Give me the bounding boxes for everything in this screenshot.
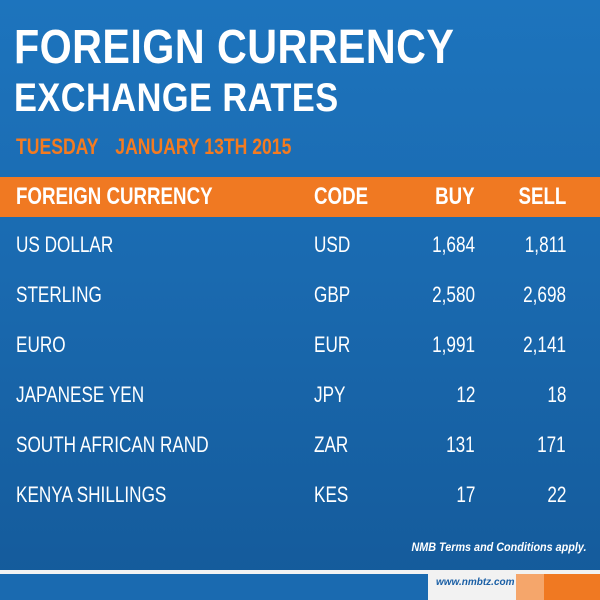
footer-blue-stripe	[0, 574, 428, 600]
buy-rate: 1,684	[432, 232, 475, 257]
table-row: JAPANESE YEN JPY 12 18	[0, 378, 600, 428]
table-row: SOUTH AFRICAN RAND ZAR 131 171	[0, 428, 600, 478]
currency-name: SOUTH AFRICAN RAND	[16, 432, 209, 457]
title-line-2: EXCHANGE RATES	[14, 76, 339, 120]
header-buy: BUY	[435, 183, 475, 210]
title-line-1: FOREIGN CURRENCY	[14, 21, 455, 74]
currency-code: ZAR	[314, 432, 349, 457]
sell-rate: 2,141	[523, 332, 566, 357]
currency-name: STERLING	[16, 282, 102, 307]
table-row: KENYA SHILLINGS KES 17 22	[0, 478, 600, 528]
sell-rate: 2,698	[523, 282, 566, 307]
footer-bar: www.nmbtz.com	[0, 570, 600, 600]
currency-name: JAPANESE YEN	[16, 382, 145, 407]
currency-name: EURO	[16, 332, 66, 357]
buy-rate: 17	[455, 482, 475, 507]
currency-code: KES	[314, 482, 349, 507]
header-currency: FOREIGN CURRENCY	[16, 183, 213, 210]
sell-rate: 171	[537, 432, 566, 457]
date-full: JANUARY 13TH 2015	[115, 134, 292, 159]
table-row: EURO EUR 1,991 2,141	[0, 328, 600, 378]
header-code: CODE	[314, 183, 369, 210]
footer-light-orange-block	[516, 574, 544, 600]
buy-rate: 2,580	[432, 282, 475, 307]
website-link[interactable]: www.nmbtz.com	[436, 577, 515, 588]
sell-rate: 22	[546, 482, 566, 507]
table-body: US DOLLAR USD 1,684 1,811 STERLING GBP 2…	[0, 228, 600, 528]
date-day: TUESDAY	[16, 134, 99, 159]
table-row: STERLING GBP 2,580 2,698	[0, 278, 600, 328]
date-row: TUESDAY JANUARY 13TH 2015	[16, 134, 291, 160]
currency-name: KENYA SHILLINGS	[16, 482, 167, 507]
sell-rate: 18	[546, 382, 566, 407]
header-sell: SELL	[518, 183, 566, 210]
currency-name: US DOLLAR	[16, 232, 114, 257]
sell-rate: 1,811	[524, 232, 566, 257]
currency-code: JPY	[314, 382, 346, 407]
buy-rate: 12	[455, 382, 475, 407]
currency-code: USD	[314, 232, 351, 257]
table-header: FOREIGN CURRENCY CODE BUY SELL	[0, 177, 600, 217]
terms-footnote: NMB Terms and Conditions apply.	[410, 540, 586, 554]
buy-rate: 1,991	[432, 332, 475, 357]
footer-orange-block	[544, 574, 600, 600]
buy-rate: 131	[446, 432, 475, 457]
currency-code: GBP	[314, 282, 351, 307]
table-row: US DOLLAR USD 1,684 1,811	[0, 228, 600, 278]
currency-code: EUR	[314, 332, 351, 357]
